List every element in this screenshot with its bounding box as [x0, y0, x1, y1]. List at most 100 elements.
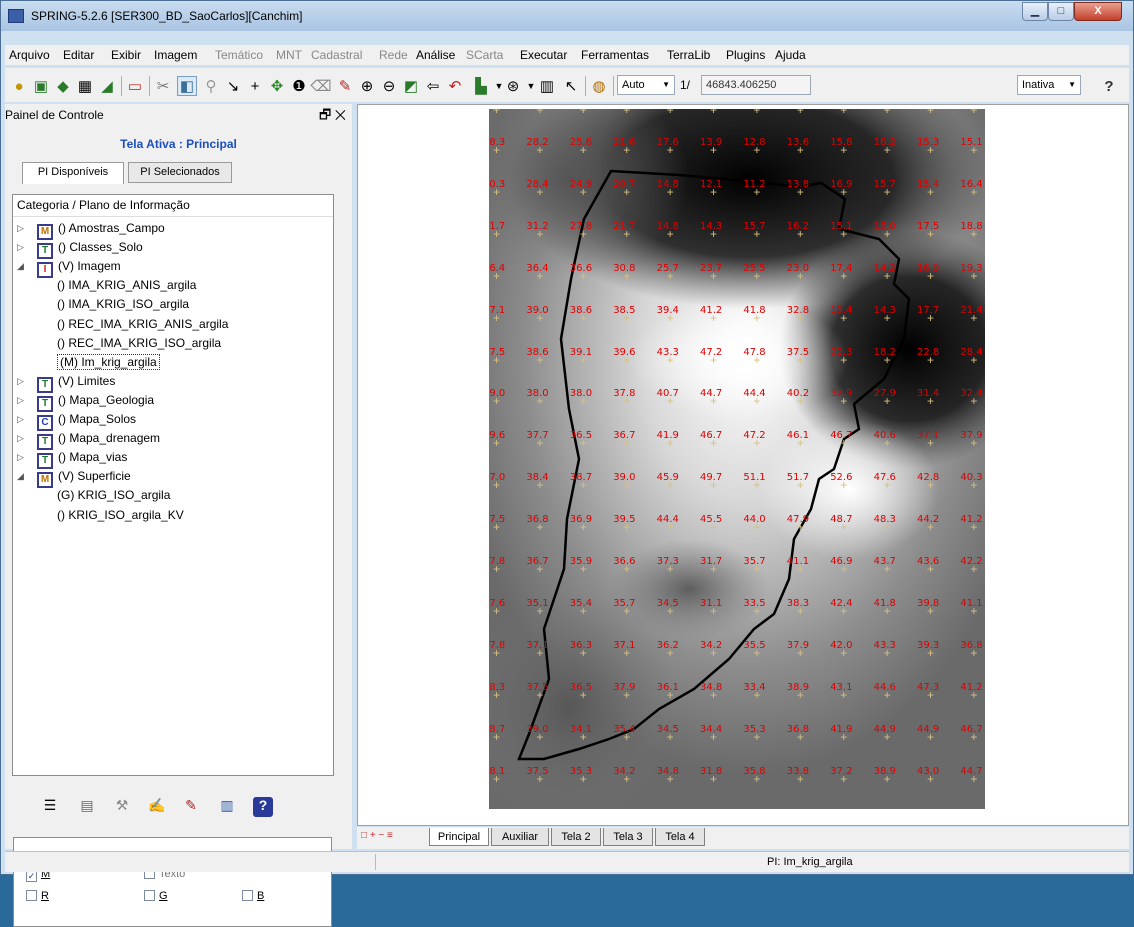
lasso-icon[interactable]: ◩ — [403, 77, 419, 95]
zoom-area-icon[interactable]: ⊛ — [506, 77, 520, 95]
tree-node[interactable]: ◢ M (V) Superficie — [17, 469, 131, 489]
zoom-in-icon[interactable]: ⊕ — [360, 77, 374, 95]
table-icon[interactable]: ▤ — [80, 797, 94, 813]
tab-pi-selecionados[interactable]: PI Selecionados — [128, 162, 232, 183]
expand-icon[interactable]: ▷ — [17, 242, 24, 253]
screen-icon[interactable]: ▭ — [127, 77, 143, 95]
help-icon[interactable]: ? — [253, 797, 273, 817]
tab-principal[interactable]: Principal — [429, 828, 489, 846]
tree-node[interactable]: (M) Im_krig_argila — [57, 353, 160, 373]
menu-rede[interactable]: Rede — [379, 48, 408, 62]
collapse-icon[interactable]: ◢ — [17, 261, 24, 272]
menu-plugins[interactable]: Plugins — [726, 48, 766, 62]
expand-icon[interactable]: ▷ — [17, 223, 24, 233]
eraser-icon[interactable]: ⌫ — [310, 77, 332, 95]
tab-auxiliar[interactable]: Auxiliar — [491, 828, 549, 846]
sample-point-marker: + — [796, 729, 804, 744]
menu-scarta[interactable]: SCarta — [466, 48, 504, 62]
legend-icon[interactable]: ▥ — [539, 77, 555, 95]
database-icon[interactable]: ● — [14, 77, 24, 95]
tree-node[interactable]: ▷ T () Classes_Solo — [17, 240, 143, 260]
menu-mnt[interactable]: MNT — [276, 48, 302, 62]
palette-icon[interactable]: ◍ — [592, 77, 606, 95]
zoom-out-icon[interactable]: ⊖ — [382, 77, 396, 95]
cut-icon[interactable]: ✂ — [156, 77, 170, 95]
undo-icon[interactable]: ↶ — [448, 77, 462, 95]
grid-icon[interactable]: ▦ — [77, 77, 93, 95]
tree-node[interactable]: (G) KRIG_ISO_argila — [57, 488, 170, 506]
menu-editar[interactable]: Editar — [63, 48, 95, 62]
expand-icon[interactable]: ▷ — [17, 375, 24, 386]
tree-node[interactable]: ▷ M () Amostras_Campo — [17, 221, 165, 240]
panel-float-close-icons[interactable]: 🗗 ✕ — [318, 107, 346, 122]
zoom-icon[interactable]: ⚲ — [205, 77, 217, 95]
tree-node[interactable]: () IMA_KRIG_ANIS_argila — [57, 278, 196, 296]
raster-dropdown-icon[interactable]: ▼ — [494, 80, 504, 91]
cursor-icon[interactable]: ↘ — [226, 77, 240, 95]
draw-icon[interactable]: ◢ — [101, 77, 113, 95]
check-g[interactable]: G — [144, 890, 168, 902]
tab-ctrl-icons[interactable]: □ + − ≡ — [361, 830, 393, 841]
expand-icon[interactable]: ▷ — [17, 433, 24, 444]
display-icon[interactable]: ◧ — [177, 76, 197, 96]
tree-node[interactable]: () REC_IMA_KRIG_ANIS_argila — [57, 317, 228, 335]
tab-tela-3[interactable]: Tela 3 — [603, 828, 653, 846]
tree-node[interactable]: ▷ T () Mapa_Geologia — [17, 393, 154, 412]
menu-terralib[interactable]: TerraLib — [667, 48, 711, 62]
tree-node[interactable]: ▷ T (V) Limites — [17, 374, 115, 393]
tree-node[interactable]: () KRIG_ISO_argila_KV — [57, 508, 184, 526]
close-button[interactable]: X — [1074, 2, 1122, 21]
pointer-plus-icon[interactable]: ↖ — [564, 77, 578, 95]
mode-select[interactable]: Auto ▼ — [617, 75, 675, 95]
menu-tematico[interactable]: Temático — [215, 48, 264, 62]
menu-ferramentas[interactable]: Ferramentas — [581, 48, 650, 62]
tree-node[interactable]: ▷ T () Mapa_vias — [17, 450, 127, 470]
sample-point-marker: + — [796, 603, 804, 618]
tree-node[interactable]: () IMA_KRIG_ISO_argila — [57, 297, 189, 315]
tree-node[interactable]: ▷ T () Mapa_drenagem — [17, 431, 160, 451]
pencil-icon[interactable]: ✎ — [338, 77, 352, 95]
info-icon[interactable]: ❶ — [292, 77, 306, 95]
maximize-button[interactable]: □ — [1048, 2, 1074, 21]
grid-value: 41.9 — [656, 430, 679, 442]
checkbox-icon — [242, 890, 253, 901]
sample-point-marker: + — [666, 520, 674, 535]
back-icon[interactable]: ⇦ — [426, 77, 440, 95]
expand-icon[interactable]: ▷ — [17, 452, 24, 463]
list-icon[interactable]: ☰ — [43, 797, 57, 813]
pan-icon[interactable]: ✥ — [270, 77, 284, 95]
zoom-dropdown-icon[interactable]: ▼ — [526, 80, 536, 91]
help-icon[interactable]: ? — [1104, 77, 1114, 95]
tree-node[interactable]: ▷ C () Mapa_Solos — [17, 412, 136, 431]
layer-icon[interactable]: ◆ — [57, 77, 69, 95]
menu-executar[interactable]: Executar — [520, 48, 568, 62]
scale-field[interactable]: 46843.406250 — [701, 75, 811, 95]
menu-exibir[interactable]: Exibir — [111, 48, 142, 62]
menu-ajuda[interactable]: Ajuda — [775, 48, 806, 62]
tab-tela-2[interactable]: Tela 2 — [551, 828, 601, 846]
brush-icon[interactable]: ✍ — [148, 797, 166, 813]
tree-node[interactable]: ◢ I (V) Imagem — [17, 259, 121, 279]
category-type-icon: T — [37, 395, 53, 412]
menu-cadastral[interactable]: Cadastral — [311, 48, 363, 62]
tab-tela-4[interactable]: Tela 4 — [655, 828, 705, 846]
check-r[interactable]: R — [26, 890, 49, 902]
plus-icon[interactable]: + — [250, 77, 260, 95]
expand-icon[interactable]: ▷ — [17, 394, 24, 405]
menu-imagem[interactable]: Imagem — [154, 48, 198, 62]
menu-arquivo[interactable]: Arquivo — [9, 48, 50, 62]
tree-node[interactable]: () REC_IMA_KRIG_ISO_argila — [57, 336, 221, 354]
collapse-icon[interactable]: ◢ — [17, 471, 24, 482]
kriging-image[interactable]: 28.3+28.2+25.6+21.6+17.6+13.9+12.8+13.6+… — [489, 109, 985, 809]
menu-analise[interactable]: Análise — [416, 48, 456, 62]
project-icon[interactable]: ▣ — [33, 77, 49, 95]
check-b[interactable]: B — [242, 890, 264, 902]
state-select[interactable]: Inativa ▼ — [1017, 75, 1081, 95]
raster-icon[interactable]: ▙ — [475, 77, 487, 95]
expand-icon[interactable]: ▷ — [17, 414, 24, 424]
tool-icon[interactable]: ⚒ — [115, 797, 129, 813]
tab-pi-disponiveis[interactable]: PI Disponíveis — [22, 162, 124, 184]
minimize-button[interactable]: ▁ — [1022, 2, 1048, 21]
pencil-icon[interactable]: ✎ — [185, 797, 197, 813]
properties-icon[interactable]: ▥ — [220, 797, 234, 813]
